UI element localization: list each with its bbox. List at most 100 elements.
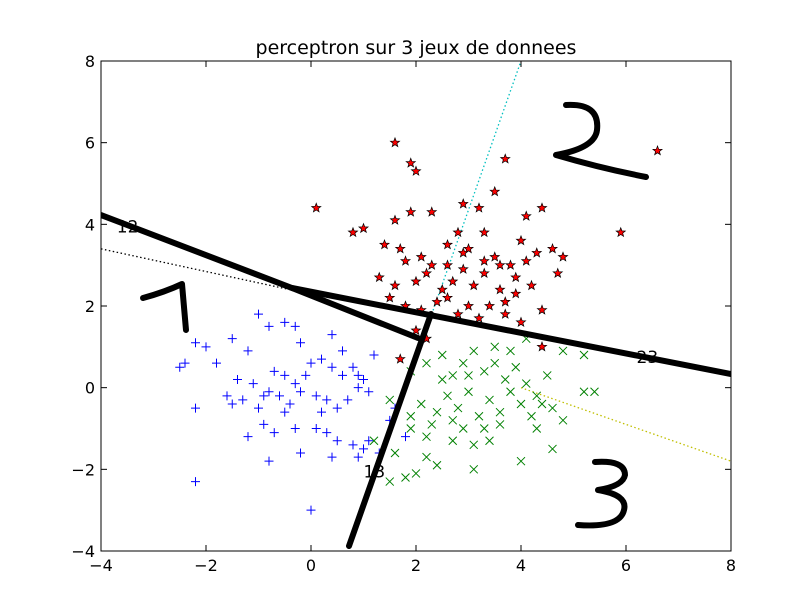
x-tick-label: 8 [726, 556, 736, 575]
data-point-x [558, 415, 568, 425]
data-point-x [464, 371, 473, 380]
hand-digit-1 [140, 281, 189, 333]
y-tick-label: 4 [85, 215, 95, 234]
data-point-x [453, 403, 463, 413]
x-tick-label: 0 [306, 556, 316, 575]
data-point-x [422, 452, 431, 462]
data-point-plus [338, 346, 347, 356]
data-point-plus [401, 432, 410, 442]
data-point-x [406, 411, 416, 421]
data-point-star [457, 263, 469, 274]
data-point-star [389, 214, 401, 225]
data-point-star [515, 316, 527, 328]
data-point-plus [359, 444, 368, 454]
separator-line-2 [520, 387, 731, 462]
data-point-x [516, 456, 526, 466]
data-point-plus [269, 428, 279, 438]
data-point-star [552, 267, 564, 279]
chart-title: perceptron sur 3 jeux de donnees [256, 37, 577, 59]
data-point-x [411, 469, 421, 478]
data-point-plus [227, 399, 237, 409]
data-point-star [510, 271, 522, 283]
data-point-plus [311, 424, 321, 433]
data-point-plus [243, 432, 253, 442]
data-point-star [457, 198, 469, 209]
data-point-x [422, 358, 431, 368]
data-point-star [615, 226, 627, 238]
x-tick-label: 6 [621, 556, 631, 575]
hand-digit-3 [575, 458, 628, 529]
data-point-plus [191, 403, 200, 413]
data-point-star [447, 275, 459, 287]
data-point-plus [364, 436, 374, 446]
data-point-star [426, 259, 438, 270]
data-point-x [458, 358, 468, 368]
data-point-plus [301, 370, 311, 380]
data-point-x [443, 391, 452, 401]
data-point-x [437, 350, 447, 360]
data-point-x [432, 460, 442, 470]
data-point-plus [222, 391, 232, 401]
data-point-x [485, 436, 494, 446]
data-point-x [500, 375, 510, 384]
plot-area [100, 60, 732, 552]
data-point-x [469, 346, 479, 356]
data-point-plus [296, 387, 305, 397]
data-point-plus [290, 379, 300, 389]
hand-line-23 [289, 285, 731, 377]
data-point-x [437, 375, 447, 384]
data-point-star [452, 226, 464, 238]
hand-digit-2 [553, 101, 649, 180]
y-axis: −4 −2 0 2 4 6 8 [71, 52, 731, 561]
data-point-x [511, 362, 521, 372]
data-point-star [389, 279, 401, 291]
data-point-plus [175, 362, 185, 372]
data-point-plus [327, 452, 337, 462]
data-point-star [478, 226, 490, 238]
data-point-x [558, 346, 568, 356]
data-point-plus [233, 375, 242, 384]
data-point-star [473, 312, 485, 323]
data-point-star [405, 206, 417, 217]
data-point-star [651, 145, 664, 156]
data-point-plus [348, 362, 358, 372]
data-point-plus [238, 395, 248, 405]
data-point-plus [259, 391, 269, 401]
data-point-plus [322, 395, 332, 405]
data-point-x [548, 444, 557, 454]
data-point-x [448, 371, 458, 380]
data-point-plus [369, 350, 379, 360]
data-point-x [458, 424, 468, 433]
data-point-x [537, 399, 547, 409]
data-point-plus [180, 358, 190, 368]
data-point-plus [306, 505, 316, 515]
data-point-x [495, 407, 505, 417]
data-point-star [499, 153, 511, 164]
annotations: 12 23 13 [117, 218, 658, 483]
data-point-star [510, 287, 522, 299]
scatter-marks [175, 136, 664, 515]
data-point-star [347, 226, 359, 238]
data-point-x [385, 395, 395, 405]
data-point-star [520, 255, 532, 266]
data-point-star [478, 255, 490, 266]
series-2-star [310, 136, 664, 364]
data-point-star [405, 157, 417, 168]
x-tick-label: −4 [89, 556, 113, 575]
data-point-x [479, 424, 489, 433]
data-point-star [436, 283, 448, 295]
data-point-x [448, 415, 458, 425]
data-point-plus [296, 338, 305, 348]
data-point-x [542, 371, 552, 380]
data-point-plus [332, 403, 342, 413]
data-point-star [431, 296, 443, 307]
data-point-plus [212, 358, 221, 368]
data-point-x [416, 399, 426, 409]
data-point-star [494, 259, 506, 270]
data-point-x [527, 411, 536, 421]
data-point-plus [327, 362, 337, 372]
data-point-star [378, 238, 391, 250]
data-point-star [525, 279, 538, 291]
data-point-star [536, 341, 548, 352]
